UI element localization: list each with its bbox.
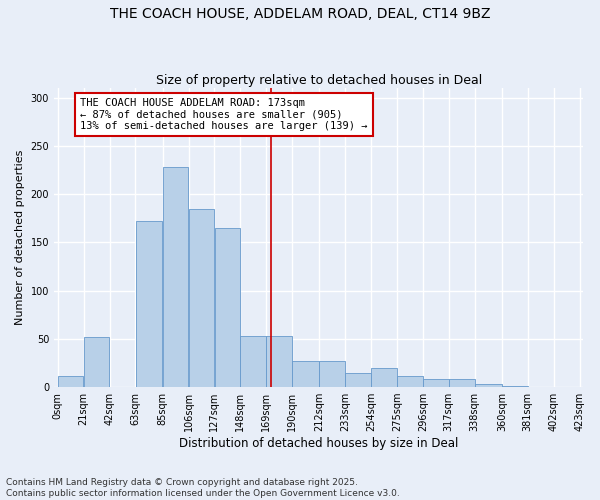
Bar <box>449 380 475 387</box>
Title: Size of property relative to detached houses in Deal: Size of property relative to detached ho… <box>155 74 482 87</box>
Bar <box>319 361 345 387</box>
Bar <box>84 337 109 387</box>
Bar <box>292 361 319 387</box>
X-axis label: Distribution of detached houses by size in Deal: Distribution of detached houses by size … <box>179 437 458 450</box>
Bar <box>266 336 292 387</box>
Text: Contains HM Land Registry data © Crown copyright and database right 2025.
Contai: Contains HM Land Registry data © Crown c… <box>6 478 400 498</box>
Bar <box>502 386 527 387</box>
Text: THE COACH HOUSE, ADDELAM ROAD, DEAL, CT14 9BZ: THE COACH HOUSE, ADDELAM ROAD, DEAL, CT1… <box>110 8 490 22</box>
Bar <box>397 376 423 387</box>
Bar <box>371 368 397 387</box>
Bar <box>241 336 266 387</box>
Bar <box>475 384 502 387</box>
Text: THE COACH HOUSE ADDELAM ROAD: 173sqm
← 87% of detached houses are smaller (905)
: THE COACH HOUSE ADDELAM ROAD: 173sqm ← 8… <box>80 98 367 131</box>
Bar <box>136 221 163 387</box>
Bar <box>215 228 240 387</box>
Bar <box>58 376 83 387</box>
Bar <box>163 167 188 387</box>
Bar <box>188 208 214 387</box>
Y-axis label: Number of detached properties: Number of detached properties <box>15 150 25 326</box>
Bar <box>423 380 449 387</box>
Bar <box>346 372 371 387</box>
